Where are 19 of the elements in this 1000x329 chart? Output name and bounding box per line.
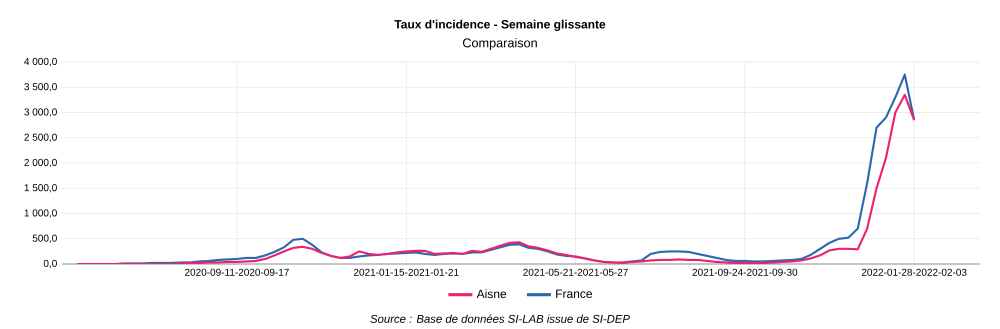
x-tick-label: 2021-05-21-2021-05-27 — [523, 268, 628, 276]
chart-subtitle: Comparaison — [462, 38, 537, 50]
y-tick-label: 0,0 — [44, 260, 57, 268]
legend-label: France — [556, 290, 592, 298]
x-tick-label: 2022-01-28-2022-02-03 — [862, 268, 967, 276]
chart-title: Taux d'incidence - Semaine glissante — [394, 20, 606, 31]
y-tick-label: 2 000,0 — [24, 158, 57, 168]
y-tick-label: 3 000,0 — [24, 108, 57, 117]
y-tick-label: 1 000,0 — [24, 209, 57, 218]
legend-label: Aisne — [476, 289, 506, 298]
x-tick-label: 2021-09-24-2021-09-30 — [692, 268, 798, 276]
y-tick-label: 3 500,0 — [24, 83, 57, 92]
x-tick-label: 2021-01-15-2021-01-21 — [354, 268, 459, 276]
y-tick-label: 4 000,0 — [24, 58, 57, 66]
y-tick-label: 2 500,0 — [24, 134, 57, 142]
text: Source : Base de données SI-LAB issue de SI-DEP — [370, 314, 630, 323]
y-tick-label: 500,0 — [32, 234, 57, 243]
y-tick-label: 1 500,0 — [24, 184, 57, 192]
x-tick-label: 2020-09-11-2020-09-17 — [185, 268, 289, 276]
